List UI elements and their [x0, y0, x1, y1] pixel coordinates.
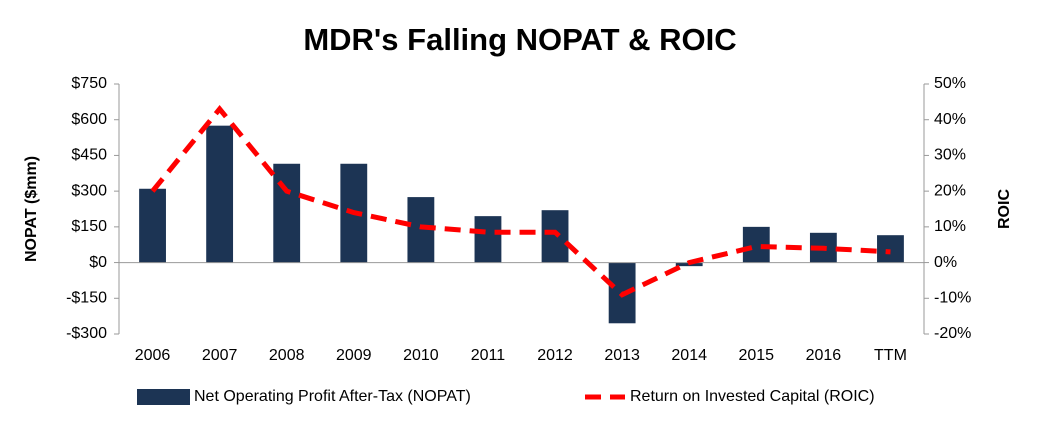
- y2-tick-label: 20%: [934, 182, 966, 199]
- y2-tick-label: 0%: [934, 254, 957, 271]
- y-tick-label: $750: [71, 75, 107, 92]
- bar: [206, 125, 234, 263]
- chart-title: MDR's Falling NOPAT & ROIC: [303, 22, 736, 57]
- legend-label: Net Operating Profit After-Tax (NOPAT): [194, 388, 471, 405]
- y2-tick-label: 30%: [934, 147, 966, 164]
- x-tick-label: 2015: [738, 347, 774, 364]
- bar: [273, 163, 301, 263]
- x-tick-label: 2012: [537, 347, 573, 364]
- bar: [541, 210, 569, 263]
- y2-tick-label: -20%: [934, 325, 971, 342]
- y-tick-label: $450: [71, 147, 107, 164]
- y2-tick-label: 50%: [934, 75, 966, 92]
- y-tick-label: $300: [71, 182, 107, 199]
- x-tick-label: 2011: [471, 347, 506, 364]
- y-tick-label: $600: [71, 111, 107, 128]
- legend-label: Return on Invested Capital (ROIC): [630, 388, 875, 405]
- y2-axis-label: ROIC: [996, 189, 1013, 229]
- x-tick-label: 2008: [269, 347, 305, 364]
- x-tick-label: 2009: [336, 347, 372, 364]
- x-tick-label: 2016: [806, 347, 842, 364]
- bar: [139, 188, 166, 263]
- x-tick-label: 2010: [403, 347, 439, 364]
- x-tick-label: 2007: [202, 347, 238, 364]
- bar: [877, 235, 904, 263]
- bar: [474, 216, 502, 263]
- line: [150, 105, 891, 298]
- y2-tick-label: 40%: [934, 111, 966, 128]
- x-tick-label: 2006: [135, 347, 171, 364]
- x-tick-label: 2014: [671, 347, 707, 364]
- x-tick-label: 2013: [604, 347, 640, 364]
- y2-tick-label: 10%: [934, 218, 966, 235]
- y2-tick-label: -10%: [934, 290, 971, 307]
- y-tick-label: $0: [89, 254, 107, 271]
- x-tick-label: TTM: [874, 347, 907, 364]
- y-tick-label: -$300: [66, 325, 107, 342]
- y-tick-label: $150: [71, 218, 107, 235]
- y-tick-label: -$150: [66, 290, 107, 307]
- y-axis-label: NOPAT ($mm): [23, 156, 40, 262]
- legend-swatch: [137, 389, 190, 405]
